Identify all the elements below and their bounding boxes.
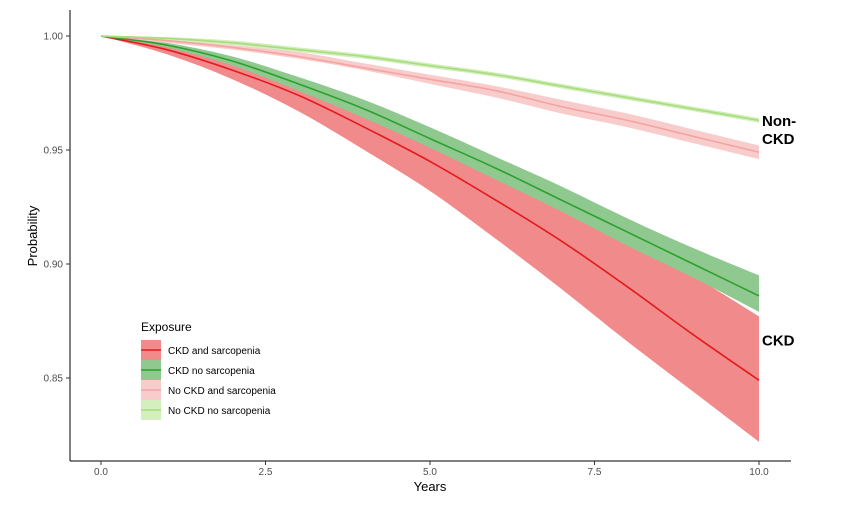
series-lines xyxy=(100,35,760,381)
x-axis-title: Years xyxy=(414,479,447,494)
legend-label-no-ckd-and-sarcopenia: No CKD and sarcopenia xyxy=(168,386,276,397)
x-tick-label: 0.0 xyxy=(94,467,108,478)
y-axis-title: Probability xyxy=(25,205,40,266)
annotation-non-ckd: Non- xyxy=(762,113,796,130)
annotation-non-ckd: CKD xyxy=(762,131,795,148)
y-tick-label: 0.90 xyxy=(44,260,64,271)
legend-label-ckd-and-sarcopenia: CKD and sarcopenia xyxy=(168,346,261,357)
x-tick-label: 2.5 xyxy=(259,467,273,478)
x-ticks: 0.0 2.5 5.0 7.5 10.0 xyxy=(94,461,769,478)
line-no-ckd-and-sarcopenia xyxy=(100,35,760,154)
legend-label-no-ckd-no-sarcopenia: No CKD no sarcopenia xyxy=(168,406,271,417)
y-tick-label: 0.85 xyxy=(44,374,64,385)
y-tick-label: 0.95 xyxy=(44,146,64,157)
y-tick-label: 1.00 xyxy=(44,32,64,43)
legend-label-ckd-no-sarcopenia: CKD no sarcopenia xyxy=(168,366,255,377)
line-no-ckd-no-sarcopenia xyxy=(100,35,760,122)
y-ticks: 0.85 0.90 0.95 1.00 xyxy=(44,32,70,385)
legend: Exposure CKD and sarcopenia CKD no sarcop… xyxy=(141,320,276,420)
x-tick-label: 7.5 xyxy=(588,467,602,478)
line-ckd-and-sarcopenia xyxy=(100,35,760,381)
annotation-ckd: CKD xyxy=(762,333,795,350)
line-ckd-no-sarcopenia xyxy=(100,35,760,297)
x-tick-label: 10.0 xyxy=(749,467,769,478)
confidence-bands xyxy=(101,36,759,442)
x-tick-label: 5.0 xyxy=(423,467,437,478)
legend-title: Exposure xyxy=(141,320,192,334)
